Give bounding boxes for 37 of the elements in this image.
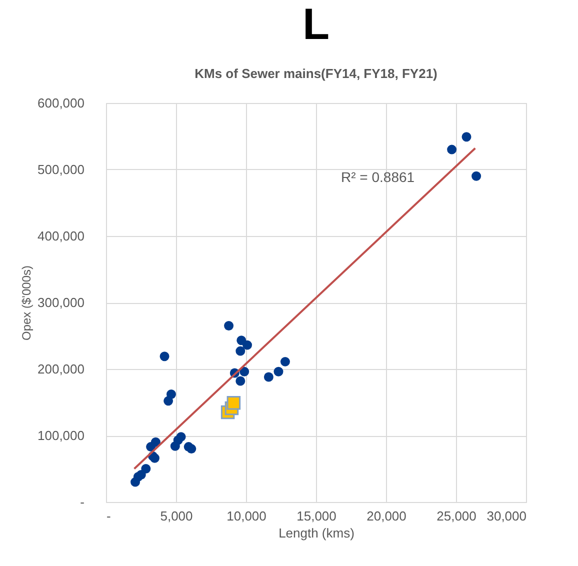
point	[226, 396, 241, 410]
x-tick-label: 10,000	[226, 508, 266, 524]
y-tick-label: -	[80, 494, 84, 510]
point	[242, 340, 252, 350]
y-tick-label: 200,000	[38, 362, 84, 376]
point	[160, 352, 170, 362]
point	[472, 171, 482, 181]
y-tick-label: 400,000	[38, 228, 84, 244]
point	[170, 441, 180, 451]
point	[447, 144, 457, 154]
x-tick-label: 25,000	[436, 508, 476, 524]
x-tick-label: 15,000	[296, 508, 336, 524]
point	[280, 356, 290, 366]
y-tick-label: 600,000	[38, 96, 84, 110]
y-tick-label: 500,000	[38, 162, 84, 177]
x-tick-label: -	[106, 508, 111, 524]
y-tick-label: 300,000	[38, 295, 84, 310]
point	[224, 321, 234, 331]
point	[146, 442, 156, 452]
x-tick-label: 20,000	[366, 508, 406, 524]
x-tick-label: 30,000	[486, 508, 526, 524]
x-tick-label: 5,000	[160, 508, 193, 524]
point	[264, 372, 274, 382]
x-axis-title: Length (kms)	[278, 526, 354, 540]
point	[130, 477, 140, 487]
point	[186, 444, 196, 454]
point	[240, 366, 250, 376]
annotation: R² = 0.8861	[341, 169, 415, 185]
point	[164, 396, 174, 406]
y-tick-label: 100,000	[38, 428, 84, 443]
point	[274, 366, 284, 376]
point	[462, 132, 472, 142]
chart-subtitle: KMs of Sewer mains(FY14, FY18, FY21)	[194, 66, 438, 81]
point	[236, 346, 246, 356]
y-axis-title: Opex ($'000s)	[20, 266, 34, 340]
chart-title: L	[302, 0, 330, 49]
point	[236, 376, 246, 386]
